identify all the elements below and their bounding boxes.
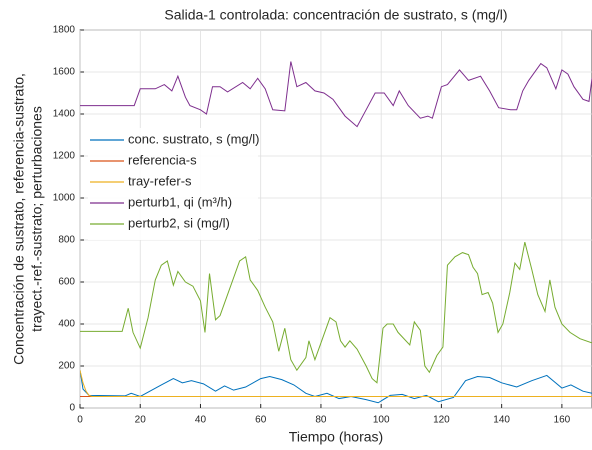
y-axis-label: trayect.-ref.-sustrato; perturbaciones [29,106,45,332]
x-tick-label: 80 [315,415,327,426]
legend-label: perturb1, qi (m³/h) [128,194,232,209]
y-tick-label: 1000 [53,193,76,204]
x-tick-label: 100 [373,415,390,426]
x-tick-label: 20 [135,415,147,426]
series-line [80,370,592,404]
legend-label: tray-refer-s [128,173,192,188]
x-tick-label: 60 [255,415,267,426]
x-tick-label: 40 [195,415,207,426]
y-tick-label: 0 [69,403,75,414]
y-tick-label: 1200 [53,151,76,162]
series-group [80,61,592,404]
legend-box [88,128,258,240]
x-tick-label: 0 [77,415,83,426]
y-tick-label: 400 [58,319,75,330]
y-tick-label: 200 [58,361,75,372]
legend-label: perturb2, si (mg/l) [128,215,230,230]
y-tick-label: 800 [58,235,75,246]
y-tick-label: 600 [58,277,75,288]
y-tick-label: 1800 [53,25,76,36]
x-tick-label: 140 [493,415,510,426]
y-axis-label: Concentración de sustrato, referencia-su… [11,73,27,365]
series-line [80,241,592,384]
y-tick-label: 1400 [53,109,76,120]
x-tick-label: 160 [554,415,571,426]
x-axis-label: Tiempo (horas) [289,429,383,445]
series-line [80,370,592,397]
legend-label: referencia-s [128,152,197,167]
legend-label: conc. sustrato, s (mg/l) [128,131,259,146]
x-tick-label: 120 [433,415,450,426]
series-line [80,61,592,128]
chart-title: Salida-1 controlada: concentración de su… [164,7,507,23]
y-tick-label: 1600 [53,67,76,78]
